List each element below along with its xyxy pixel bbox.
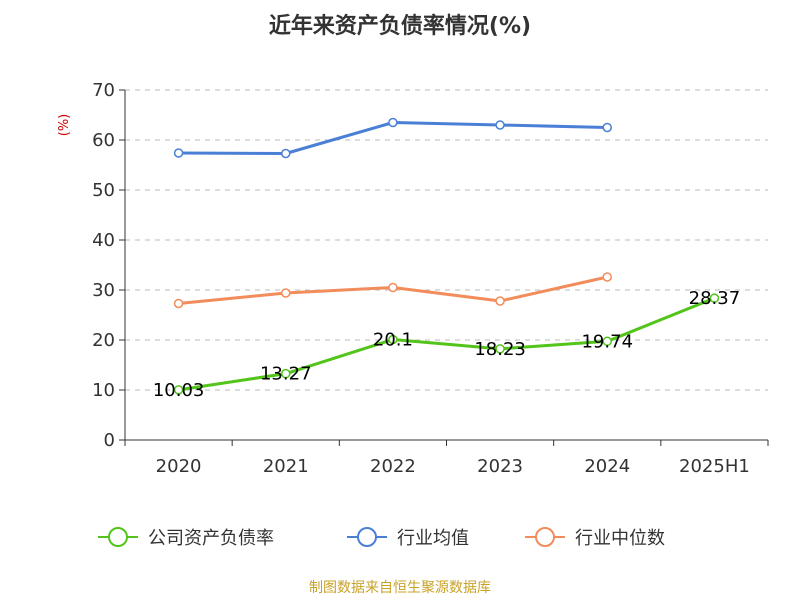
data-label: 13.27: [260, 364, 312, 385]
data-point: [495, 120, 505, 130]
x-tick-label: 2025H1: [679, 456, 750, 477]
legend-item-2[interactable]: 行业中位数: [525, 527, 665, 549]
y-axis-label: (%): [57, 114, 72, 137]
axes: 0 10 20 30 40 50 60 70 2020 2021 2022 2023 2024 2025H…: [92, 80, 769, 477]
data-label: 10.03: [153, 380, 205, 401]
data-point: [495, 296, 505, 306]
x-tick-label: 2022: [370, 456, 416, 477]
data-label: 20.1: [373, 330, 413, 351]
legend[interactable]: 公司资产负债率 行业均值 行业中位数: [98, 527, 665, 549]
y-tick-label: 40: [92, 230, 115, 251]
data-point: [602, 122, 612, 133]
data-point: [495, 344, 505, 354]
x-tick-label: 2020: [156, 456, 202, 477]
chart-title: 近年来资产负债率情况(%): [269, 13, 531, 39]
legend-item-0[interactable]: 公司资产负债率: [98, 527, 274, 549]
y-tick-label: 60: [92, 130, 115, 151]
legend-label: 行业中位数: [575, 528, 665, 549]
data-point: [281, 368, 291, 379]
data-point: [709, 293, 720, 303]
data-point: [281, 148, 291, 159]
series-line-0: [177, 296, 716, 392]
legend-marker: [535, 527, 555, 547]
grid-lines: [125, 89, 768, 391]
data-point: [281, 288, 291, 298]
series-lines: [173, 117, 720, 395]
data-point: [173, 385, 184, 395]
x-tick-label: 2024: [584, 456, 630, 477]
x-tick-label: 2021: [263, 456, 309, 477]
legend-item-1[interactable]: 行业均值: [347, 527, 469, 549]
source-note: 制图数据来自恒生聚源数据库: [309, 580, 491, 596]
data-label: 28.37: [689, 288, 741, 309]
data-labels: 10.03 13.27 20.1 18.23 19.74 28.37: [153, 288, 740, 401]
data-point: [388, 334, 398, 345]
y-tick-label: 50: [92, 180, 115, 201]
y-tick-label: 30: [92, 280, 115, 301]
data-point: [388, 282, 398, 293]
y-tick-label: 0: [104, 430, 115, 451]
data-point: [388, 117, 398, 128]
data-point: [602, 336, 612, 347]
legend-label: 公司资产负债率: [148, 528, 274, 549]
legend-label: 行业均值: [397, 528, 469, 549]
x-tick-label: 2023: [477, 456, 523, 477]
legend-marker: [108, 527, 128, 547]
data-label: 19.74: [581, 331, 633, 352]
y-tick-label: 10: [92, 380, 115, 401]
legend-marker: [357, 527, 377, 547]
data-point: [173, 298, 184, 309]
data-label: 18.23: [474, 339, 526, 360]
y-tick-label: 20: [92, 330, 115, 351]
data-point: [602, 272, 612, 282]
data-point: [173, 148, 184, 158]
y-tick-label: 70: [92, 80, 115, 101]
